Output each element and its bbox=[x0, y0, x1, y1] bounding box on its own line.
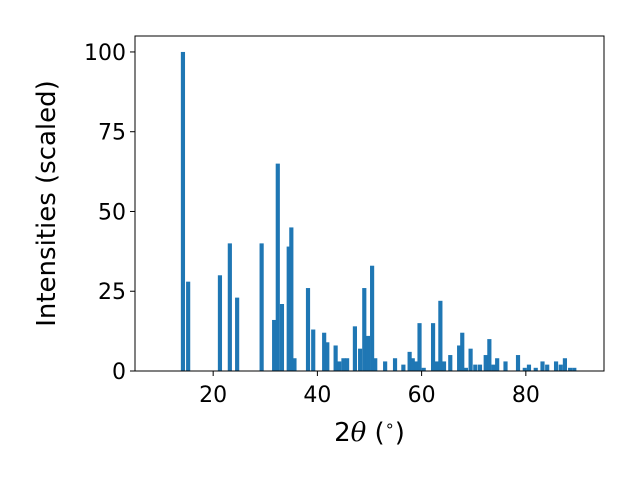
bar bbox=[373, 358, 378, 371]
bar bbox=[235, 297, 240, 371]
bar bbox=[311, 329, 316, 371]
bar bbox=[341, 358, 346, 371]
x-axis: 20 40 60 80 bbox=[199, 371, 540, 408]
bar bbox=[477, 364, 483, 371]
bar bbox=[491, 364, 496, 371]
x-axis-label: 2θ (∘) bbox=[334, 416, 405, 448]
x-label-prefix: 2 bbox=[334, 418, 351, 448]
bar bbox=[468, 348, 473, 371]
bar bbox=[434, 361, 439, 371]
bars-group bbox=[180, 51, 577, 371]
bar bbox=[322, 332, 327, 371]
bar bbox=[414, 361, 419, 371]
bar bbox=[533, 367, 538, 371]
bar bbox=[286, 246, 291, 371]
bar bbox=[325, 342, 330, 371]
x-label-suffix: ( bbox=[366, 418, 384, 448]
bar bbox=[333, 345, 338, 371]
bar bbox=[292, 358, 297, 371]
bar bbox=[572, 367, 577, 371]
bar bbox=[337, 361, 342, 371]
bar bbox=[430, 323, 436, 371]
bar bbox=[259, 243, 264, 371]
bar bbox=[417, 323, 422, 371]
bar bbox=[438, 300, 443, 371]
bar bbox=[545, 364, 550, 371]
x-tick-label: 60 bbox=[408, 383, 436, 408]
bar bbox=[553, 361, 559, 371]
bar bbox=[383, 361, 388, 371]
y-axis: 0 25 50 75 100 bbox=[84, 41, 135, 385]
bar bbox=[463, 367, 468, 371]
bar bbox=[279, 304, 285, 371]
x-label-close: ) bbox=[395, 418, 405, 448]
bar bbox=[448, 355, 453, 371]
bar bbox=[365, 335, 371, 371]
bar bbox=[562, 358, 568, 371]
y-axis-label: Intensities (scaled) bbox=[32, 80, 62, 327]
bar bbox=[473, 364, 478, 371]
bar bbox=[180, 51, 186, 371]
y-tick-label: 100 bbox=[84, 41, 126, 66]
bar bbox=[460, 332, 465, 371]
bar bbox=[526, 364, 532, 371]
bar bbox=[345, 358, 350, 371]
x-tick-label: 40 bbox=[303, 383, 331, 408]
bar bbox=[227, 243, 232, 371]
y-tick-label: 25 bbox=[98, 280, 126, 305]
bar bbox=[352, 326, 357, 371]
bar bbox=[568, 367, 573, 371]
bar bbox=[457, 345, 462, 371]
y-tick-label: 0 bbox=[112, 360, 126, 385]
bar bbox=[401, 364, 406, 371]
bar bbox=[407, 351, 412, 371]
y-tick-label: 50 bbox=[98, 200, 126, 225]
bar bbox=[392, 358, 398, 371]
x-tick-label: 80 bbox=[512, 383, 540, 408]
bar bbox=[540, 361, 545, 371]
x-label-theta: θ bbox=[351, 418, 367, 448]
bar bbox=[275, 163, 280, 371]
bar bbox=[370, 265, 375, 371]
bar bbox=[272, 319, 277, 371]
bar bbox=[441, 361, 447, 371]
bar bbox=[421, 367, 426, 371]
plot-frame bbox=[134, 35, 605, 372]
bar bbox=[522, 367, 527, 371]
bar bbox=[217, 275, 223, 371]
bar bbox=[186, 281, 191, 371]
bar bbox=[503, 361, 508, 371]
bar bbox=[558, 364, 563, 371]
bar bbox=[483, 355, 488, 371]
x-tick-label: 20 bbox=[199, 383, 227, 408]
y-tick-label: 75 bbox=[98, 121, 126, 146]
bar bbox=[515, 355, 521, 371]
x-label-degree: ∘ bbox=[385, 416, 395, 435]
bar bbox=[362, 288, 367, 371]
bar bbox=[495, 358, 500, 371]
bar bbox=[410, 358, 415, 371]
bar bbox=[289, 227, 294, 371]
bar bbox=[305, 288, 311, 371]
bar bbox=[487, 339, 492, 371]
bar bbox=[358, 348, 363, 371]
